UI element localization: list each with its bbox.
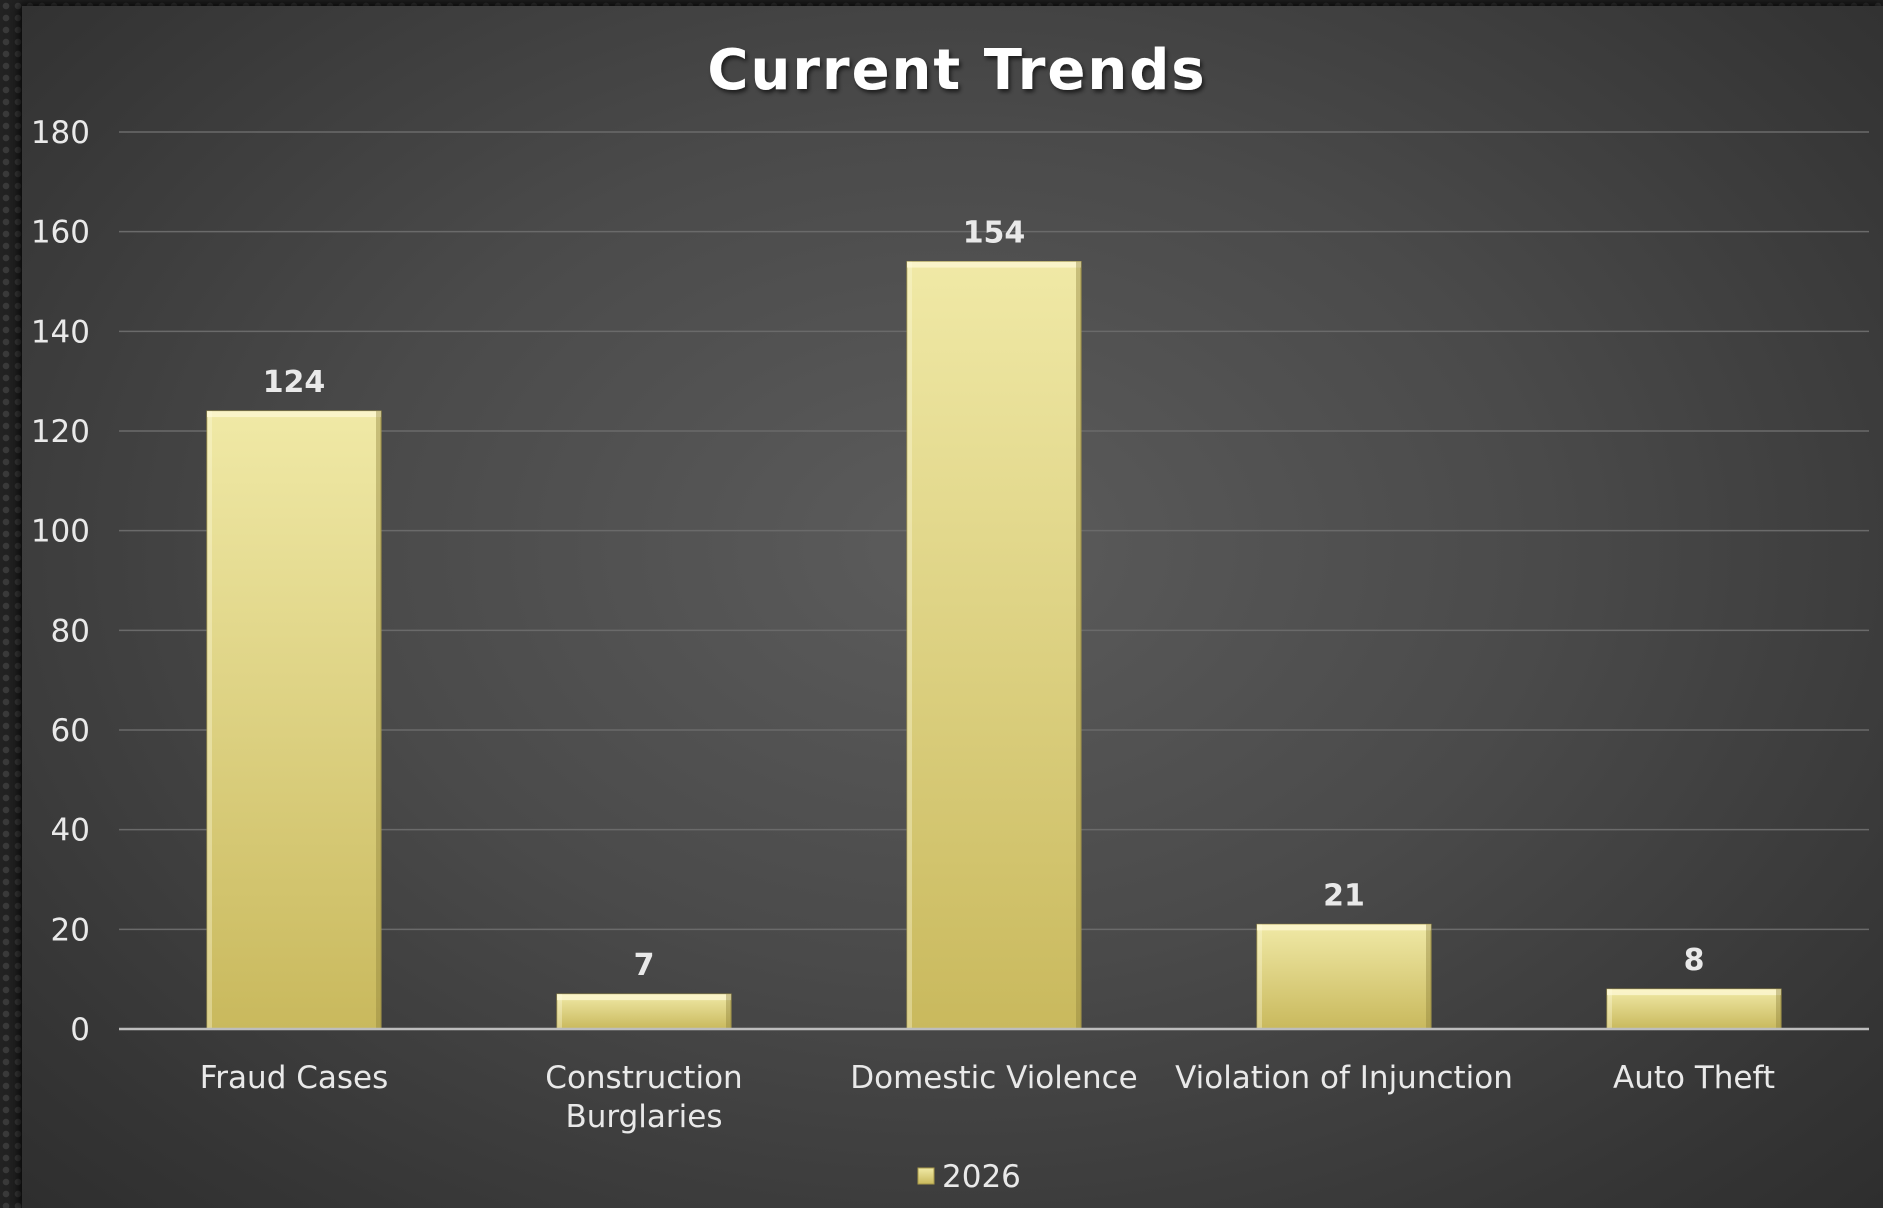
chart-title: Current Trends <box>707 38 1206 103</box>
y-tick-label: 140 <box>31 314 90 350</box>
y-tick-label: 40 <box>51 813 90 849</box>
bar <box>1606 988 1782 1030</box>
bar <box>206 410 382 1030</box>
y-tick-label: 160 <box>31 215 90 251</box>
category-label: Violation of Injunction <box>1175 1060 1513 1096</box>
y-tick-label: 20 <box>51 912 90 948</box>
legend: 2026 <box>917 1159 1021 1195</box>
bar <box>906 261 1082 1030</box>
bar-chart: Current Trends 020406080100120140160180 … <box>31 38 1869 1195</box>
chart-frame: Current Trends 0 20 40 60 80 100 120 140 160 180 … <box>22 6 1883 1208</box>
bars <box>206 261 1782 1030</box>
data-label: 8 <box>1684 943 1705 978</box>
category-label: Burglaries <box>566 1099 723 1135</box>
data-label: 124 <box>263 365 326 400</box>
y-tick-label: 100 <box>31 514 90 550</box>
data-label: 7 <box>634 948 655 983</box>
category-label: Construction <box>545 1060 742 1096</box>
y-tick-label: 0 <box>70 1012 90 1048</box>
bar <box>556 993 732 1030</box>
data-label: 154 <box>963 216 1026 251</box>
y-axis-ticks: 0 20 40 60 80 100 120 140 160 180 <box>31 115 90 1048</box>
legend-swatch <box>917 1167 935 1185</box>
data-label: 21 <box>1323 878 1365 913</box>
legend-label: 2026 <box>942 1159 1021 1195</box>
y-tick-label: 120 <box>31 414 90 450</box>
y-tick-label: 180 <box>31 115 90 151</box>
category-label: Fraud Cases <box>200 1060 389 1096</box>
bar <box>1256 923 1432 1030</box>
category-label: Domestic Violence <box>850 1060 1137 1096</box>
y-tick-label: 80 <box>51 613 90 649</box>
data-labels: 124 7 154 21 8 <box>263 216 1705 984</box>
category-label: Auto Theft <box>1613 1060 1775 1096</box>
y-tick-label: 60 <box>51 713 90 749</box>
